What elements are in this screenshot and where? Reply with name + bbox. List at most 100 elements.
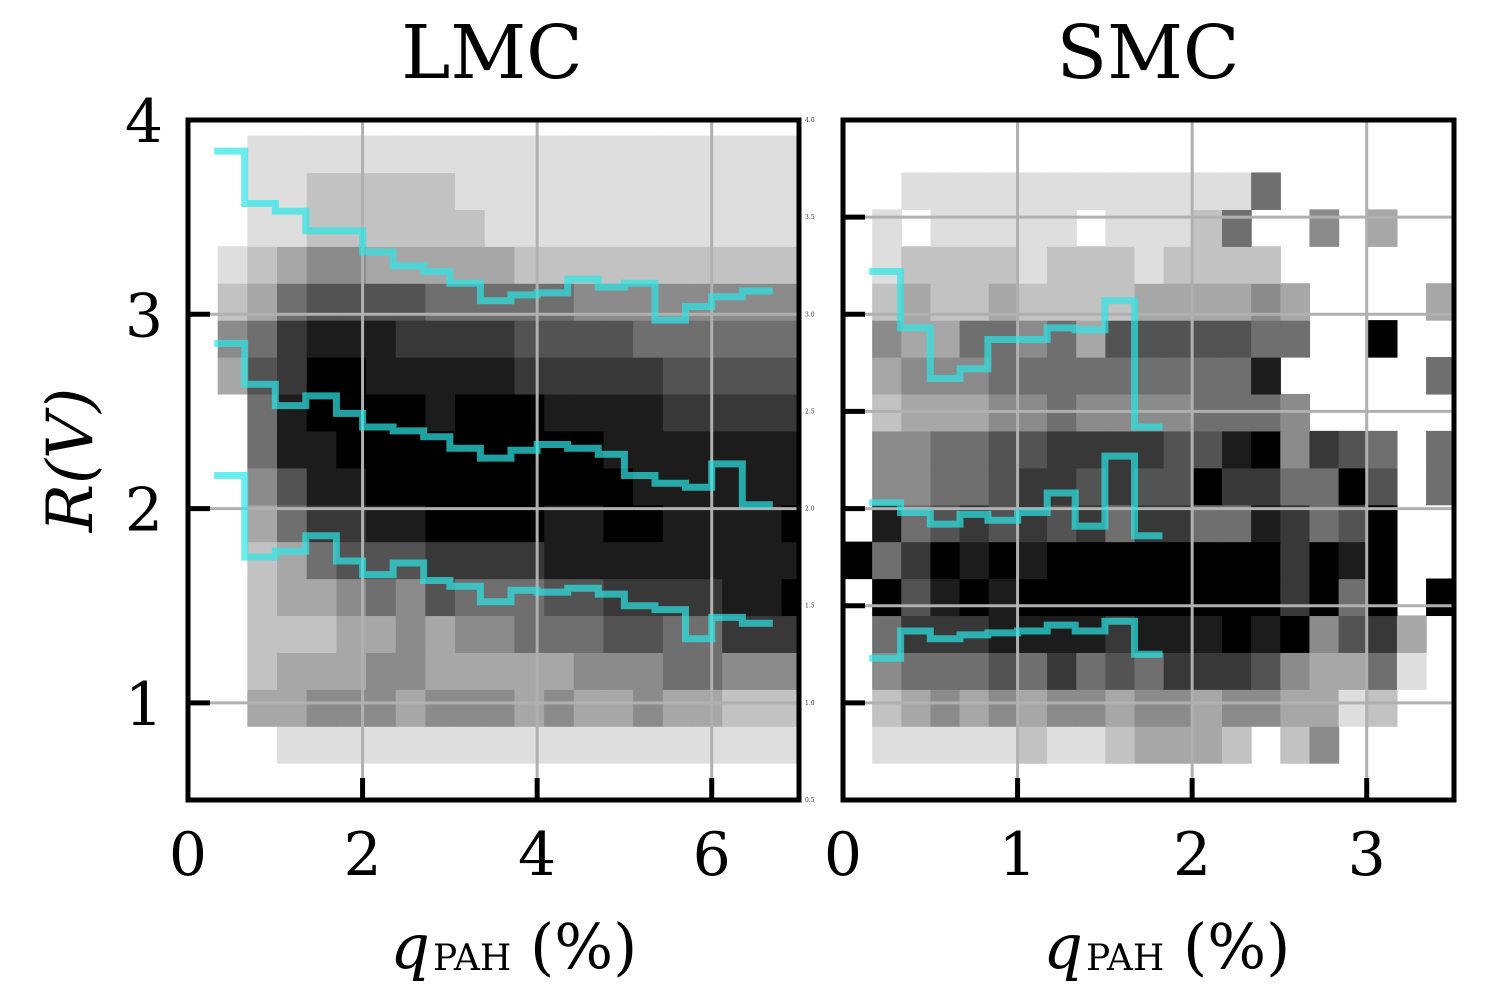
heatmap-cell (781, 209, 799, 247)
heatmap-cell (1017, 652, 1048, 690)
heatmap-cell (1163, 578, 1194, 617)
heatmap-cell (366, 504, 397, 543)
secondary-tick-label: 3.5 (805, 214, 815, 221)
heatmap-cell (603, 209, 634, 247)
heatmap-cell (425, 320, 456, 358)
heatmap-cell (1192, 246, 1223, 284)
heatmap-cell (277, 135, 308, 174)
heatmap-cell (484, 726, 516, 764)
heatmap-cell (633, 726, 664, 764)
heatmap-cell (1017, 357, 1048, 395)
heatmap-cell (751, 578, 783, 617)
heatmap-cell (811, 689, 841, 727)
heatmap-cell (692, 209, 723, 247)
heatmap-cell (306, 689, 337, 727)
heatmap-cell (959, 578, 990, 617)
heatmap-cell (633, 135, 664, 174)
heatmap-cell (1221, 615, 1252, 653)
heatmap-cell (455, 726, 486, 764)
heatmap-cell (1309, 726, 1340, 764)
heatmap-cell (692, 726, 723, 764)
secondary-tick-label: 4.0 (805, 117, 815, 124)
heatmap-cell (306, 652, 337, 690)
step-line-lmc-2 (214, 472, 773, 643)
heatmap-cell (811, 357, 841, 395)
heatmap-cell (872, 504, 902, 543)
heatmap-cell (781, 541, 799, 580)
heatmap-cell (366, 726, 397, 764)
heatmap-cell (1338, 467, 1369, 506)
panel-title-smc: SMC (1056, 10, 1239, 96)
heatmap-cell (633, 320, 664, 358)
heatmap-cell (900, 136, 930, 174)
heatmap-cell (1163, 652, 1194, 690)
heatmap-cell (751, 172, 783, 210)
heatmap-cell (1455, 615, 1485, 653)
y-tick-label: 3 (125, 281, 163, 351)
heatmap-cell (1484, 431, 1500, 469)
heatmap-cell (872, 689, 902, 727)
heatmap-cell (544, 504, 575, 543)
heatmap-cell (1047, 246, 1077, 284)
heatmap-cell (1076, 689, 1106, 727)
heatmap-cell (514, 135, 545, 174)
heatmap-cell (722, 246, 753, 284)
heatmap-cell (425, 467, 456, 506)
heatmap-cell (514, 541, 545, 580)
heatmap-cell (1047, 357, 1077, 395)
heatmap-cell (1134, 541, 1165, 580)
heatmap-cell (1338, 652, 1369, 690)
heatmap-cell (573, 357, 605, 395)
heatmap-cell (1105, 504, 1136, 543)
heatmap-cell (1017, 578, 1048, 617)
heatmap-cell (1076, 467, 1106, 506)
heatmap-cell (662, 430, 694, 469)
heatmap-cell (395, 135, 427, 174)
heatmap-cell (247, 689, 278, 727)
heatmap-cell (366, 357, 397, 395)
heatmap-cell (988, 172, 1019, 210)
heatmap-cell (1105, 541, 1136, 580)
heatmap-cell (455, 246, 486, 284)
heatmap-cell (872, 615, 902, 653)
heatmap-cell (1455, 652, 1485, 690)
heatmap-cell (1192, 689, 1223, 727)
heatmap-cell (692, 541, 723, 580)
heatmap-cell (1105, 246, 1136, 284)
x-tick-label-smc: 3 (1348, 820, 1386, 890)
heatmap-cell (573, 135, 605, 174)
heatmap-cell (633, 172, 664, 210)
heatmap-cell (781, 393, 799, 432)
heatmap-cell (692, 135, 723, 174)
heatmap-cell (1338, 504, 1369, 543)
heatmap-cell (1192, 541, 1223, 580)
heatmap-cell (1251, 615, 1281, 653)
heatmap-cell (751, 726, 783, 764)
heatmap-cell (277, 726, 308, 764)
heatmap-cell (811, 468, 841, 506)
heatmap-cell (455, 615, 486, 653)
heatmap-cell (751, 135, 783, 174)
heatmap-cell (988, 726, 1019, 764)
heatmap-cell (1134, 578, 1165, 617)
heatmap-cell (277, 578, 308, 617)
heatmap-cell (1251, 320, 1281, 358)
heatmap-cell (1251, 430, 1281, 469)
heatmap-cell (306, 467, 337, 506)
heatmap-cell (514, 652, 545, 690)
heatmap-cell (603, 541, 634, 580)
heatmap-cell (781, 172, 799, 210)
heatmap-cell (306, 726, 337, 764)
heatmap-cell (277, 504, 308, 543)
heatmap-cell (662, 357, 694, 395)
heatmap-cell (1221, 689, 1252, 727)
heatmap-cell (603, 615, 634, 653)
heatmap-cell (1047, 541, 1077, 580)
heatmap-cell (781, 467, 799, 506)
heatmap-cell (751, 320, 783, 358)
secondary-tick-label: 2.0 (805, 506, 815, 513)
heatmap-cell (872, 246, 902, 284)
heatmap-cell (277, 467, 308, 506)
heatmap-cell (1280, 430, 1311, 469)
heatmap-cell (930, 136, 960, 174)
